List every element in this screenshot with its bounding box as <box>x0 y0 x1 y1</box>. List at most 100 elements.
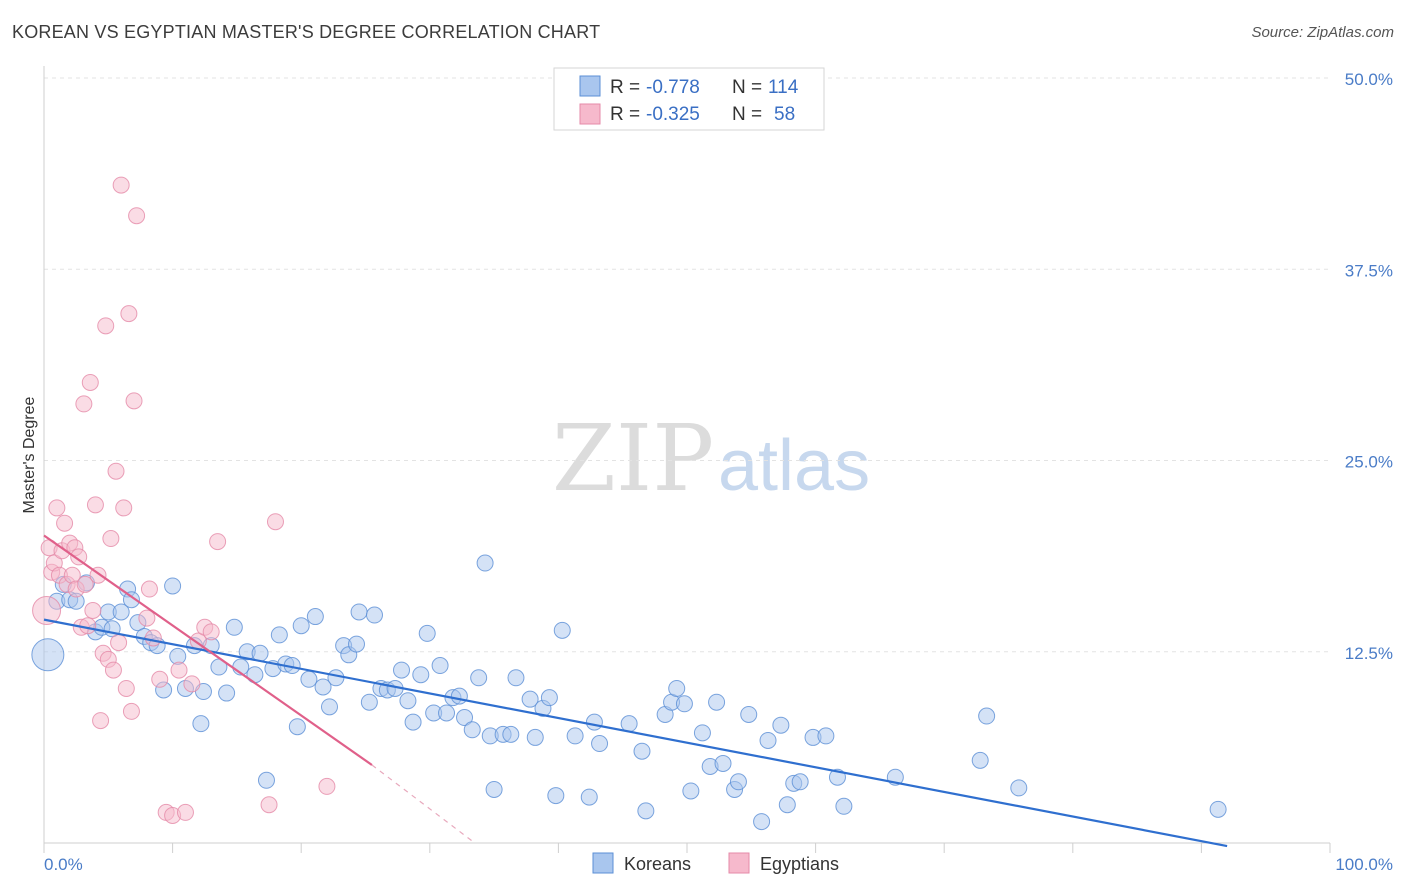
data-point <box>740 705 758 723</box>
data-point <box>164 577 182 595</box>
x-tick-label: 0.0% <box>44 855 83 874</box>
data-point <box>585 713 603 731</box>
data-point <box>202 623 220 641</box>
data-point <box>566 727 584 745</box>
data-point <box>97 317 115 335</box>
legend-korean-r-label: R = <box>610 77 640 98</box>
legend-egyptian-r-label: R = <box>610 104 640 125</box>
trend-lines <box>43 534 1228 848</box>
watermark-atlas: atlas <box>718 426 870 506</box>
data-point <box>260 796 278 814</box>
y-tick-label: 37.5% <box>1345 261 1393 280</box>
data-point <box>708 693 726 711</box>
data-point <box>218 684 236 702</box>
bottom-legend-swatch-koreans <box>592 852 614 874</box>
data-point <box>393 661 411 679</box>
y-tick-label: 25.0% <box>1345 453 1393 472</box>
data-point <box>31 638 65 672</box>
legend-korean-n-value: 114 <box>768 77 799 98</box>
data-point <box>79 617 97 635</box>
data-point <box>817 727 835 745</box>
data-point <box>591 735 609 753</box>
data-point <box>176 803 194 821</box>
data-point <box>209 533 227 551</box>
data-point <box>470 669 488 687</box>
data-point <box>288 718 306 736</box>
data-point <box>84 601 102 619</box>
trend-line-koreans <box>43 618 1228 848</box>
data-point <box>225 618 243 636</box>
data-point <box>107 462 125 480</box>
data-point <box>48 499 66 517</box>
data-point <box>122 702 140 720</box>
data-point <box>450 687 468 705</box>
data-point <box>270 626 288 644</box>
data-point <box>56 514 74 532</box>
data-point <box>112 176 130 194</box>
data-point <box>418 624 436 642</box>
data-point <box>128 207 146 225</box>
data-point <box>978 707 996 725</box>
trend-line-egyptians <box>43 534 373 766</box>
data-point <box>759 731 777 749</box>
y-tick-label: 50.0% <box>1345 70 1393 89</box>
data-point <box>70 548 88 566</box>
data-point <box>104 661 122 679</box>
data-point <box>76 575 94 593</box>
data-point <box>125 392 143 410</box>
data-point <box>110 634 128 652</box>
trend-line-egyptians-extension <box>371 764 476 844</box>
data-point <box>485 780 503 798</box>
legend-egyptian-n-label: N = <box>732 104 762 125</box>
data-point <box>580 788 598 806</box>
data-point <box>476 554 494 572</box>
data-point <box>431 657 449 675</box>
data-point <box>360 693 378 711</box>
data-point <box>693 724 711 742</box>
data-point <box>120 305 138 323</box>
data-point <box>151 670 169 688</box>
series-koreans <box>31 554 1227 831</box>
data-point <box>170 661 188 679</box>
data-point <box>327 669 345 687</box>
data-point <box>300 670 318 688</box>
data-point <box>320 698 338 716</box>
bottom-legend-label-egyptians: Egyptians <box>760 854 839 874</box>
data-point <box>257 771 275 789</box>
data-point <box>791 773 809 791</box>
data-point <box>675 695 693 713</box>
data-point <box>620 715 638 733</box>
data-point <box>1010 779 1028 797</box>
data-point <box>102 530 120 548</box>
data-point <box>507 669 525 687</box>
data-point <box>971 751 989 769</box>
data-point <box>668 679 686 697</box>
data-point <box>266 513 284 531</box>
data-point <box>633 742 651 760</box>
data-point <box>404 713 422 731</box>
data-point <box>835 797 853 815</box>
data-point <box>75 395 93 413</box>
data-point <box>86 496 104 514</box>
data-point <box>526 728 544 746</box>
y-axis-label: Master's Degree <box>21 396 38 513</box>
source-label: Source: ZipAtlas.com <box>1251 24 1394 41</box>
data-point <box>32 595 62 625</box>
data-point <box>366 606 384 624</box>
data-point <box>772 716 790 734</box>
data-point <box>729 773 747 791</box>
chart-title: KOREAN VS EGYPTIAN MASTER'S DEGREE CORRE… <box>12 22 601 42</box>
data-point <box>140 580 158 598</box>
data-point <box>553 621 571 639</box>
legend-korean-n-label: N = <box>732 77 762 98</box>
data-point <box>314 678 332 696</box>
data-point <box>456 709 474 727</box>
data-point <box>306 608 324 626</box>
data-point <box>1209 800 1227 818</box>
legend-egyptian-r-value: -0.325 <box>646 104 700 125</box>
correlation-legend: R = -0.778 N = 114 R = -0.325 N = 58 <box>553 67 825 131</box>
data-point <box>502 725 520 743</box>
y-tick-label: 12.5% <box>1345 644 1393 663</box>
grid <box>44 77 1330 653</box>
